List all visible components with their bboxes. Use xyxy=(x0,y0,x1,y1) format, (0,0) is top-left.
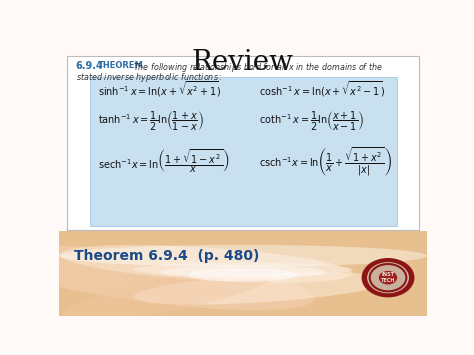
Text: INST
TECH: INST TECH xyxy=(381,272,395,283)
Text: $\mathit{The\ following\ relationships\ hold\ for\ all}\ x\ \mathit{in\ the\ dom: $\mathit{The\ following\ relationships\ … xyxy=(133,61,383,74)
Text: $\coth^{-1} x = \dfrac{1}{2}\ln\!\left(\dfrac{x+1}{x-1}\right)$: $\coth^{-1} x = \dfrac{1}{2}\ln\!\left(\… xyxy=(259,110,365,133)
Ellipse shape xyxy=(188,268,298,282)
Ellipse shape xyxy=(133,263,353,276)
Text: $\tanh^{-1} x = \dfrac{1}{2}\ln\!\left(\dfrac{1+x}{1-x}\right)$: $\tanh^{-1} x = \dfrac{1}{2}\ln\!\left(\… xyxy=(98,110,204,133)
Bar xyxy=(59,231,427,316)
Text: Theorem 6.9.4  (p. 480): Theorem 6.9.4 (p. 480) xyxy=(74,249,259,263)
Ellipse shape xyxy=(63,268,276,321)
Bar xyxy=(66,56,419,230)
Ellipse shape xyxy=(59,245,427,267)
Circle shape xyxy=(367,262,409,293)
Text: 6.9.4: 6.9.4 xyxy=(76,61,103,71)
Bar xyxy=(59,43,427,231)
Bar xyxy=(59,231,427,316)
Circle shape xyxy=(379,271,397,284)
Text: $\mathrm{csch}^{-1} x = \ln\!\left(\dfrac{1}{x}+\dfrac{\sqrt{1+x^2}}{|x|}\right): $\mathrm{csch}^{-1} x = \ln\!\left(\dfra… xyxy=(259,146,392,178)
Text: $\cosh^{-1} x = \ln(x + \sqrt{x^2-1})$: $\cosh^{-1} x = \ln(x + \sqrt{x^2-1})$ xyxy=(259,79,385,99)
Ellipse shape xyxy=(60,245,353,283)
Bar xyxy=(91,77,397,226)
Ellipse shape xyxy=(0,245,314,310)
Text: THEOREM: THEOREM xyxy=(98,61,144,70)
Ellipse shape xyxy=(133,273,389,305)
Ellipse shape xyxy=(160,266,326,279)
Text: $\mathrm{sech}^{-1} x = \ln\!\left(\dfrac{1+\sqrt{1-x^2}}{x}\right)$: $\mathrm{sech}^{-1} x = \ln\!\left(\dfra… xyxy=(98,148,229,175)
Text: $\mathit{stated\ inverse\ hyperbolic\ functions:}$: $\mathit{stated\ inverse\ hyperbolic\ fu… xyxy=(76,71,222,84)
Circle shape xyxy=(362,258,414,297)
Text: Review: Review xyxy=(192,49,294,76)
Text: $\sinh^{-1} x = \ln(x + \sqrt{x^2+1})$: $\sinh^{-1} x = \ln(x + \sqrt{x^2+1})$ xyxy=(98,79,221,99)
Circle shape xyxy=(370,264,406,291)
